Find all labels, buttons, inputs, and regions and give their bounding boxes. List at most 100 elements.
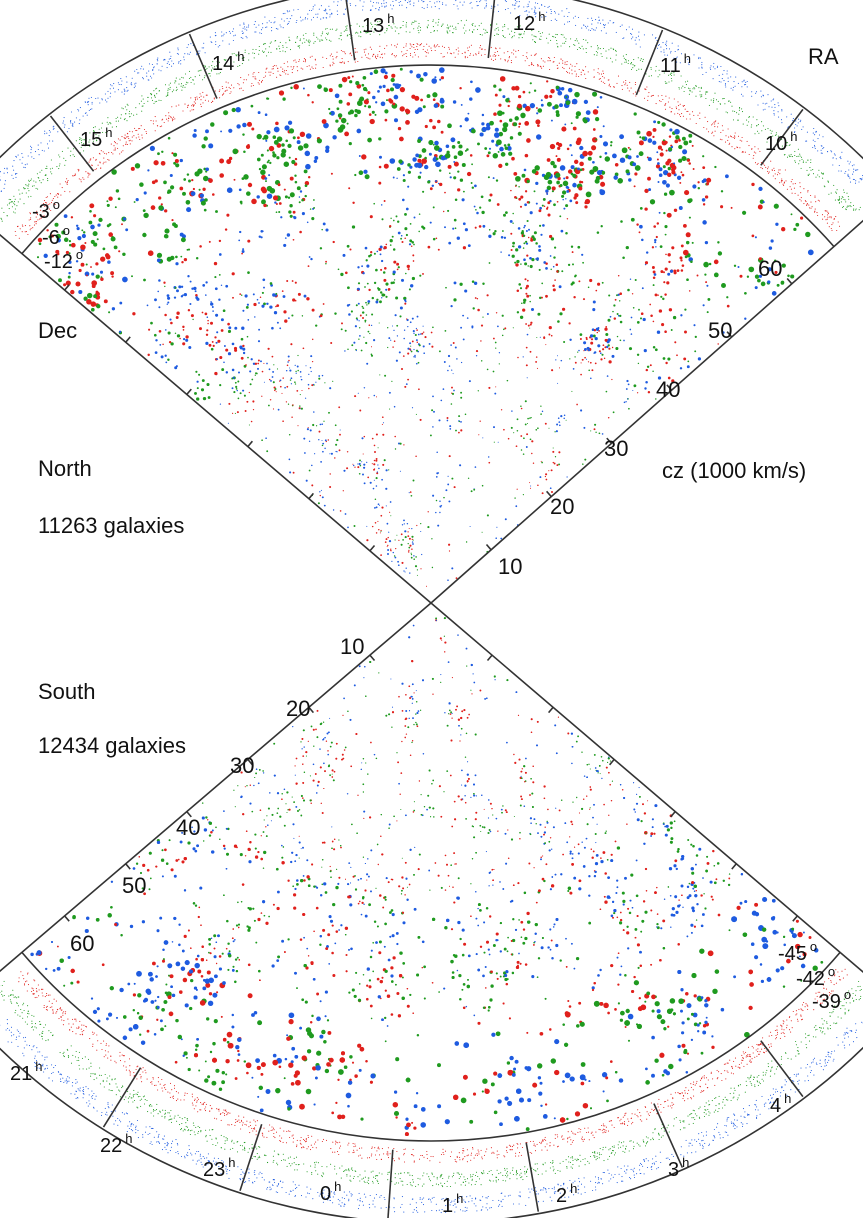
galaxy-point: [621, 147, 628, 154]
band-point: [491, 5, 493, 7]
galaxy-point: [239, 346, 243, 350]
band-point: [48, 208, 50, 210]
galaxy-point: [554, 431, 556, 433]
band-point: [99, 161, 101, 163]
band-point: [669, 106, 671, 108]
band-point: [682, 115, 684, 117]
band-point: [608, 49, 610, 51]
band-point: [349, 33, 351, 36]
galaxy-point: [613, 317, 617, 320]
galaxy-point: [701, 179, 705, 184]
band-point: [666, 54, 668, 56]
band-point: [22, 225, 24, 227]
galaxy-point: [566, 147, 570, 151]
galaxy-point: [722, 331, 725, 334]
galaxy-point: [375, 396, 378, 398]
galaxy-point: [705, 281, 708, 284]
galaxy-point: [403, 329, 406, 331]
galaxy-point: [299, 190, 303, 193]
band-point: [409, 43, 411, 45]
band-point: [51, 167, 53, 169]
band-point: [130, 83, 132, 85]
galaxy-point: [430, 331, 433, 334]
galaxy-point: [541, 410, 544, 413]
galaxy-point: [385, 288, 388, 291]
galaxy-point: [565, 100, 571, 106]
band-point: [821, 145, 823, 147]
band-point: [434, 2, 436, 4]
band-point: [27, 187, 29, 189]
band-point: [745, 81, 747, 83]
band-point: [514, 8, 516, 10]
galaxy-point: [589, 169, 595, 175]
galaxy-point: [470, 80, 473, 84]
band-point: [172, 63, 175, 65]
galaxy-point: [306, 221, 309, 224]
band-point: [602, 47, 605, 50]
galaxy-point: [311, 360, 314, 363]
galaxy-point: [631, 293, 634, 295]
galaxy-point: [111, 169, 117, 175]
galaxy-point: [182, 337, 186, 341]
galaxy-point: [380, 259, 384, 263]
band-point: [767, 166, 769, 168]
galaxy-point: [456, 358, 458, 360]
galaxy-point: [318, 375, 321, 377]
galaxy-point: [428, 152, 432, 156]
galaxy-point: [552, 461, 554, 464]
galaxy-point: [543, 174, 550, 181]
galaxy-point: [544, 422, 547, 425]
band-point: [289, 40, 291, 42]
band-point: [722, 129, 724, 131]
band-point: [732, 136, 734, 139]
band-point: [625, 82, 627, 84]
galaxy-point: [571, 251, 574, 254]
galaxy-point: [447, 475, 449, 477]
galaxy-point: [198, 373, 201, 376]
galaxy-point: [668, 135, 672, 138]
band-point: [293, 65, 295, 68]
galaxy-point: [581, 358, 584, 361]
galaxy-point: [453, 218, 457, 222]
band-point: [78, 123, 80, 125]
band-point: [365, 48, 367, 50]
galaxy-point: [652, 276, 656, 279]
galaxy-point: [431, 345, 434, 348]
galaxy-point: [472, 307, 475, 310]
band-point: [156, 93, 158, 95]
galaxy-point: [475, 209, 477, 211]
band-point: [812, 173, 815, 175]
band-point: [358, 35, 360, 37]
galaxy-point: [261, 304, 265, 308]
galaxy-point: [547, 201, 551, 205]
galaxy-point: [556, 270, 559, 273]
band-point: [129, 130, 131, 132]
galaxy-point: [529, 264, 533, 269]
galaxy-point: [537, 124, 540, 127]
band-point: [379, 56, 381, 58]
galaxy-point: [606, 340, 610, 344]
band-point: [377, 55, 379, 58]
band-point: [363, 51, 366, 53]
band-point: [860, 179, 862, 181]
band-point: [391, 54, 393, 56]
band-point: [518, 37, 520, 39]
band-point: [700, 87, 702, 89]
galaxy-point: [421, 225, 424, 229]
band-point: [28, 180, 30, 183]
galaxy-point: [638, 231, 641, 234]
band-point: [228, 86, 230, 88]
band-point: [464, 57, 466, 59]
galaxy-point: [269, 161, 272, 165]
band-point: [13, 195, 15, 197]
galaxy-point: [546, 193, 549, 195]
galaxy-point: [365, 301, 367, 304]
band-point: [837, 221, 839, 223]
galaxy-point: [323, 420, 325, 422]
band-point: [842, 196, 844, 198]
band-point: [135, 129, 137, 132]
band-point: [841, 198, 843, 200]
galaxy-point: [439, 97, 444, 102]
band-point: [68, 127, 70, 130]
band-point: [806, 140, 808, 142]
